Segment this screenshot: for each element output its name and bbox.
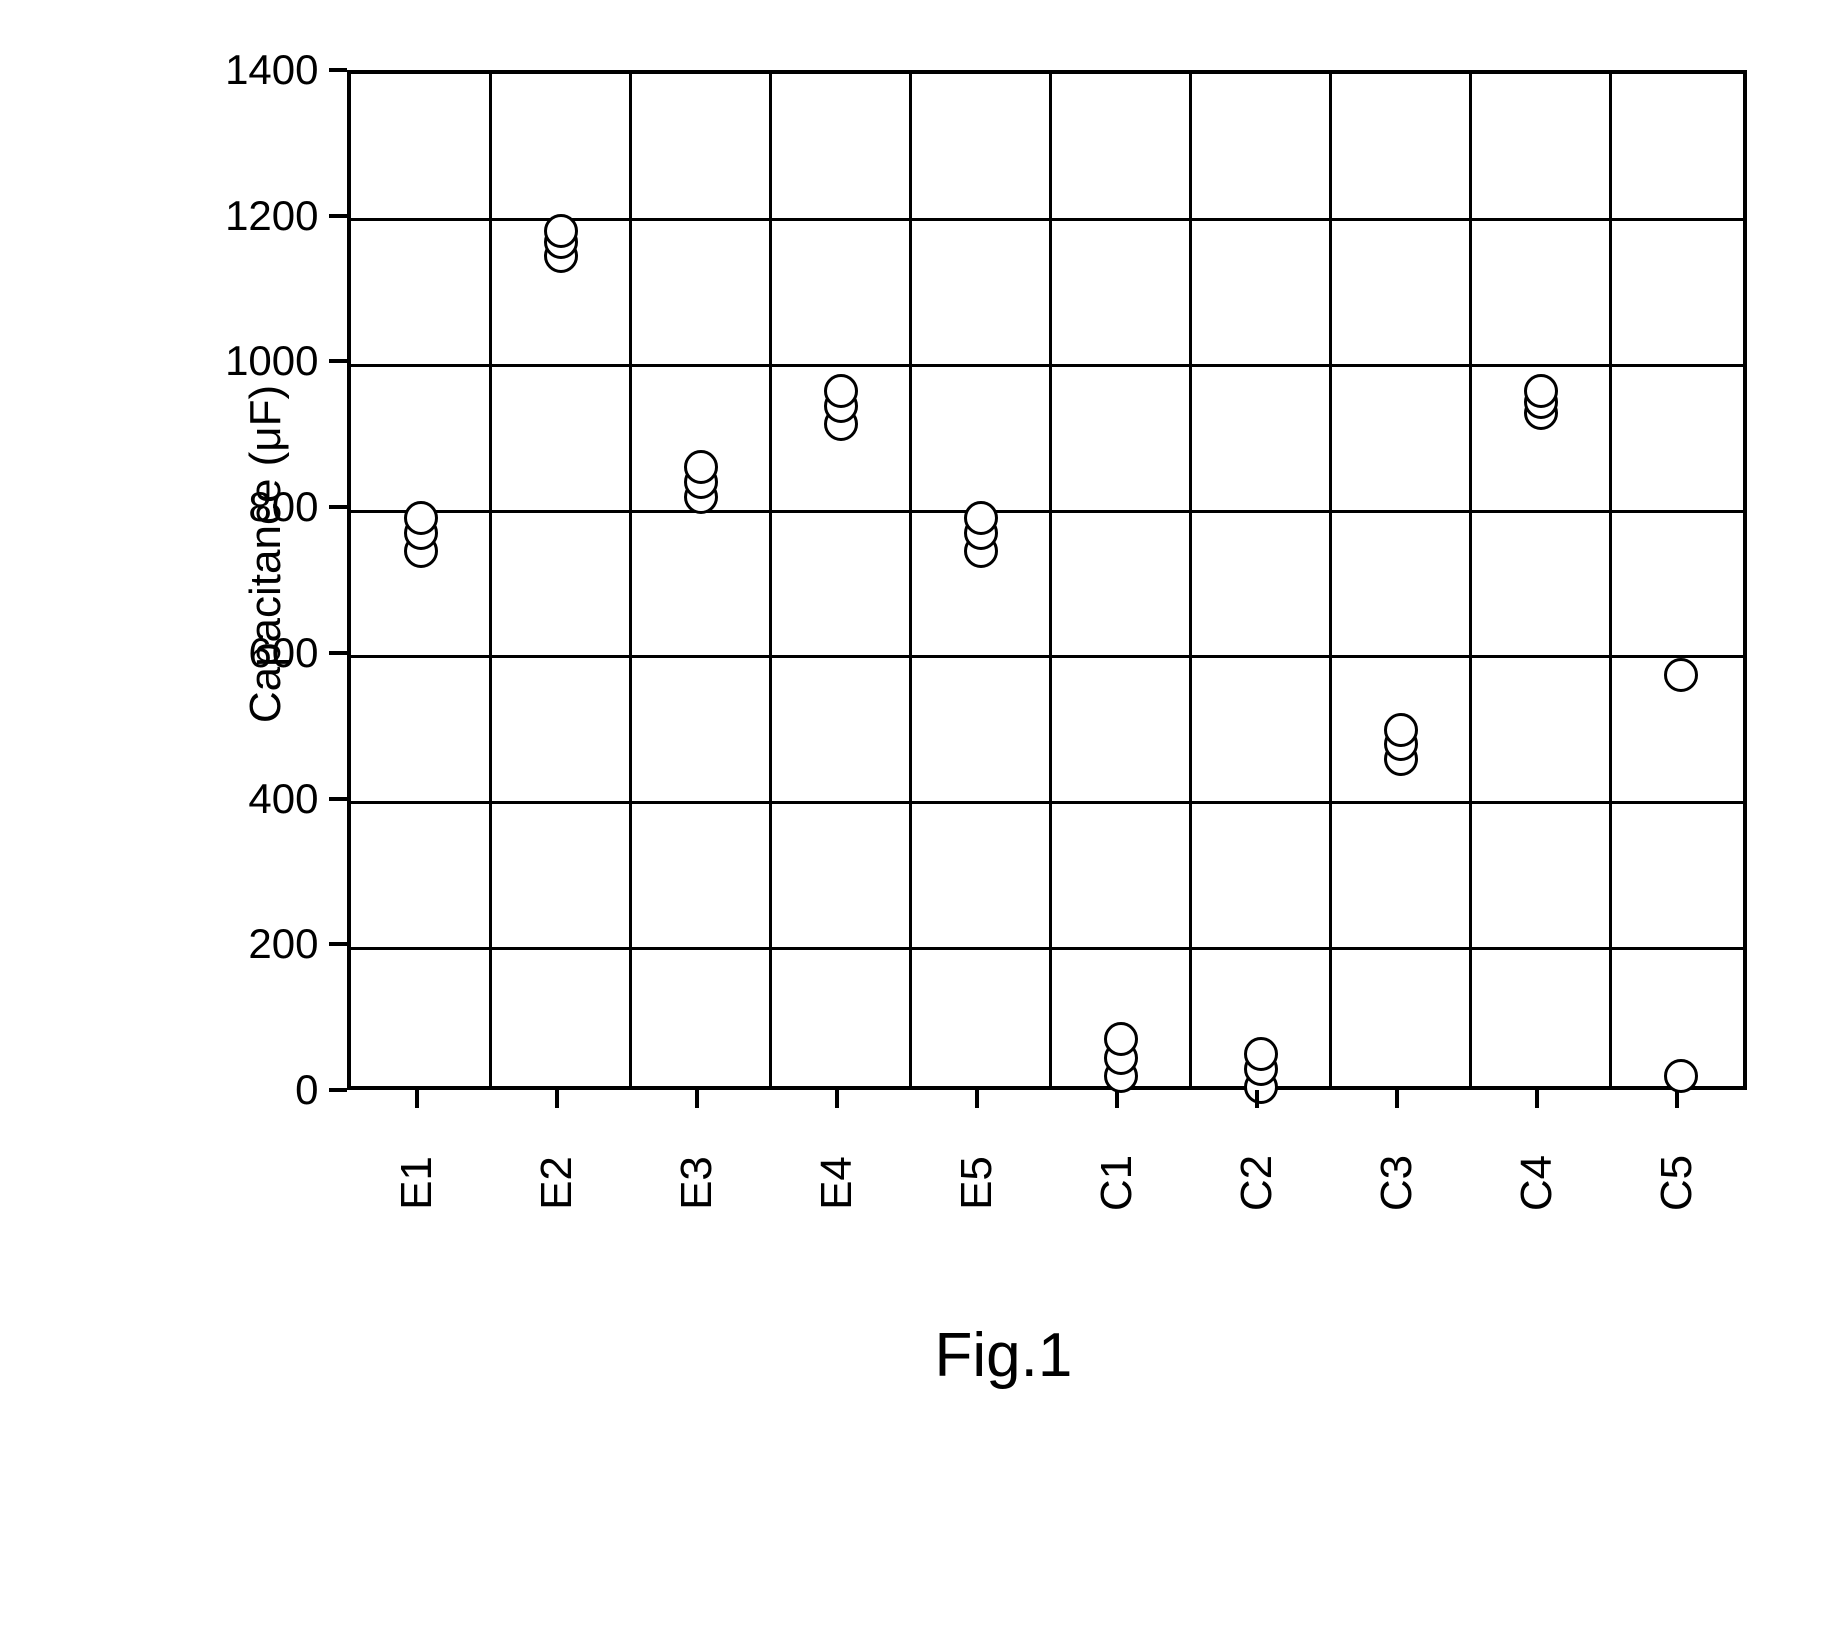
y-tick-mark	[329, 68, 347, 72]
x-tick-label: E1	[392, 1153, 442, 1213]
x-tick-mark	[1115, 1090, 1119, 1108]
grid-line-horizontal	[351, 510, 1743, 513]
data-marker	[1664, 658, 1698, 692]
x-tick-label: C4	[1512, 1153, 1562, 1213]
y-axis-label: Capacitance (μF)	[241, 385, 291, 723]
data-marker	[964, 501, 998, 535]
grid-line-horizontal	[351, 947, 1743, 950]
grid-line-vertical	[489, 74, 492, 1086]
x-tick-mark	[1255, 1090, 1259, 1108]
grid-line-vertical	[769, 74, 772, 1086]
data-marker	[404, 501, 438, 535]
y-tick-label: 200	[179, 920, 319, 968]
grid-line-horizontal	[351, 364, 1743, 367]
y-tick-mark	[329, 651, 347, 655]
grid-line-horizontal	[351, 801, 1743, 804]
data-marker	[1664, 1059, 1698, 1093]
data-marker	[1524, 374, 1558, 408]
data-marker	[1104, 1022, 1138, 1056]
x-tick-mark	[1395, 1090, 1399, 1108]
x-tick-label: C3	[1372, 1153, 1422, 1213]
x-tick-label: C2	[1232, 1153, 1282, 1213]
y-tick-mark	[329, 797, 347, 801]
x-tick-mark	[1675, 1090, 1679, 1108]
chart-container: 0200400600800100012001400 E1E2E3E4E5C1C2…	[67, 40, 1767, 1440]
y-tick-mark	[329, 505, 347, 509]
x-tick-label: E5	[952, 1153, 1002, 1213]
x-tick-mark	[695, 1090, 699, 1108]
grid-line-vertical	[1049, 74, 1052, 1086]
y-tick-label: 1400	[179, 46, 319, 94]
x-tick-mark	[415, 1090, 419, 1108]
grid-line-vertical	[909, 74, 912, 1086]
y-tick-label: 1000	[179, 337, 319, 385]
grid-line-horizontal	[351, 655, 1743, 658]
x-tick-mark	[1535, 1090, 1539, 1108]
grid-line-vertical	[1609, 74, 1612, 1086]
y-tick-label: 1200	[179, 192, 319, 240]
x-tick-label: E4	[812, 1153, 862, 1213]
data-marker	[544, 214, 578, 248]
y-tick-label: 0	[179, 1066, 319, 1114]
grid-line-vertical	[1329, 74, 1332, 1086]
data-marker	[1244, 1037, 1278, 1071]
y-tick-label: 400	[179, 775, 319, 823]
y-tick-mark	[329, 359, 347, 363]
figure-label: Fig.1	[935, 1320, 1073, 1391]
grid-line-vertical	[1189, 74, 1192, 1086]
y-tick-mark	[329, 942, 347, 946]
x-tick-label: C5	[1652, 1153, 1702, 1213]
x-tick-mark	[835, 1090, 839, 1108]
data-marker	[824, 374, 858, 408]
data-marker	[1384, 713, 1418, 747]
grid-line-vertical	[629, 74, 632, 1086]
y-tick-mark	[329, 1088, 347, 1092]
x-tick-label: C1	[1092, 1153, 1142, 1213]
x-tick-mark	[975, 1090, 979, 1108]
x-tick-label: E2	[532, 1153, 582, 1213]
plot-area	[347, 70, 1747, 1090]
data-marker	[684, 450, 718, 484]
x-tick-mark	[555, 1090, 559, 1108]
grid-line-vertical	[1469, 74, 1472, 1086]
y-tick-mark	[329, 214, 347, 218]
x-tick-label: E3	[672, 1153, 722, 1213]
